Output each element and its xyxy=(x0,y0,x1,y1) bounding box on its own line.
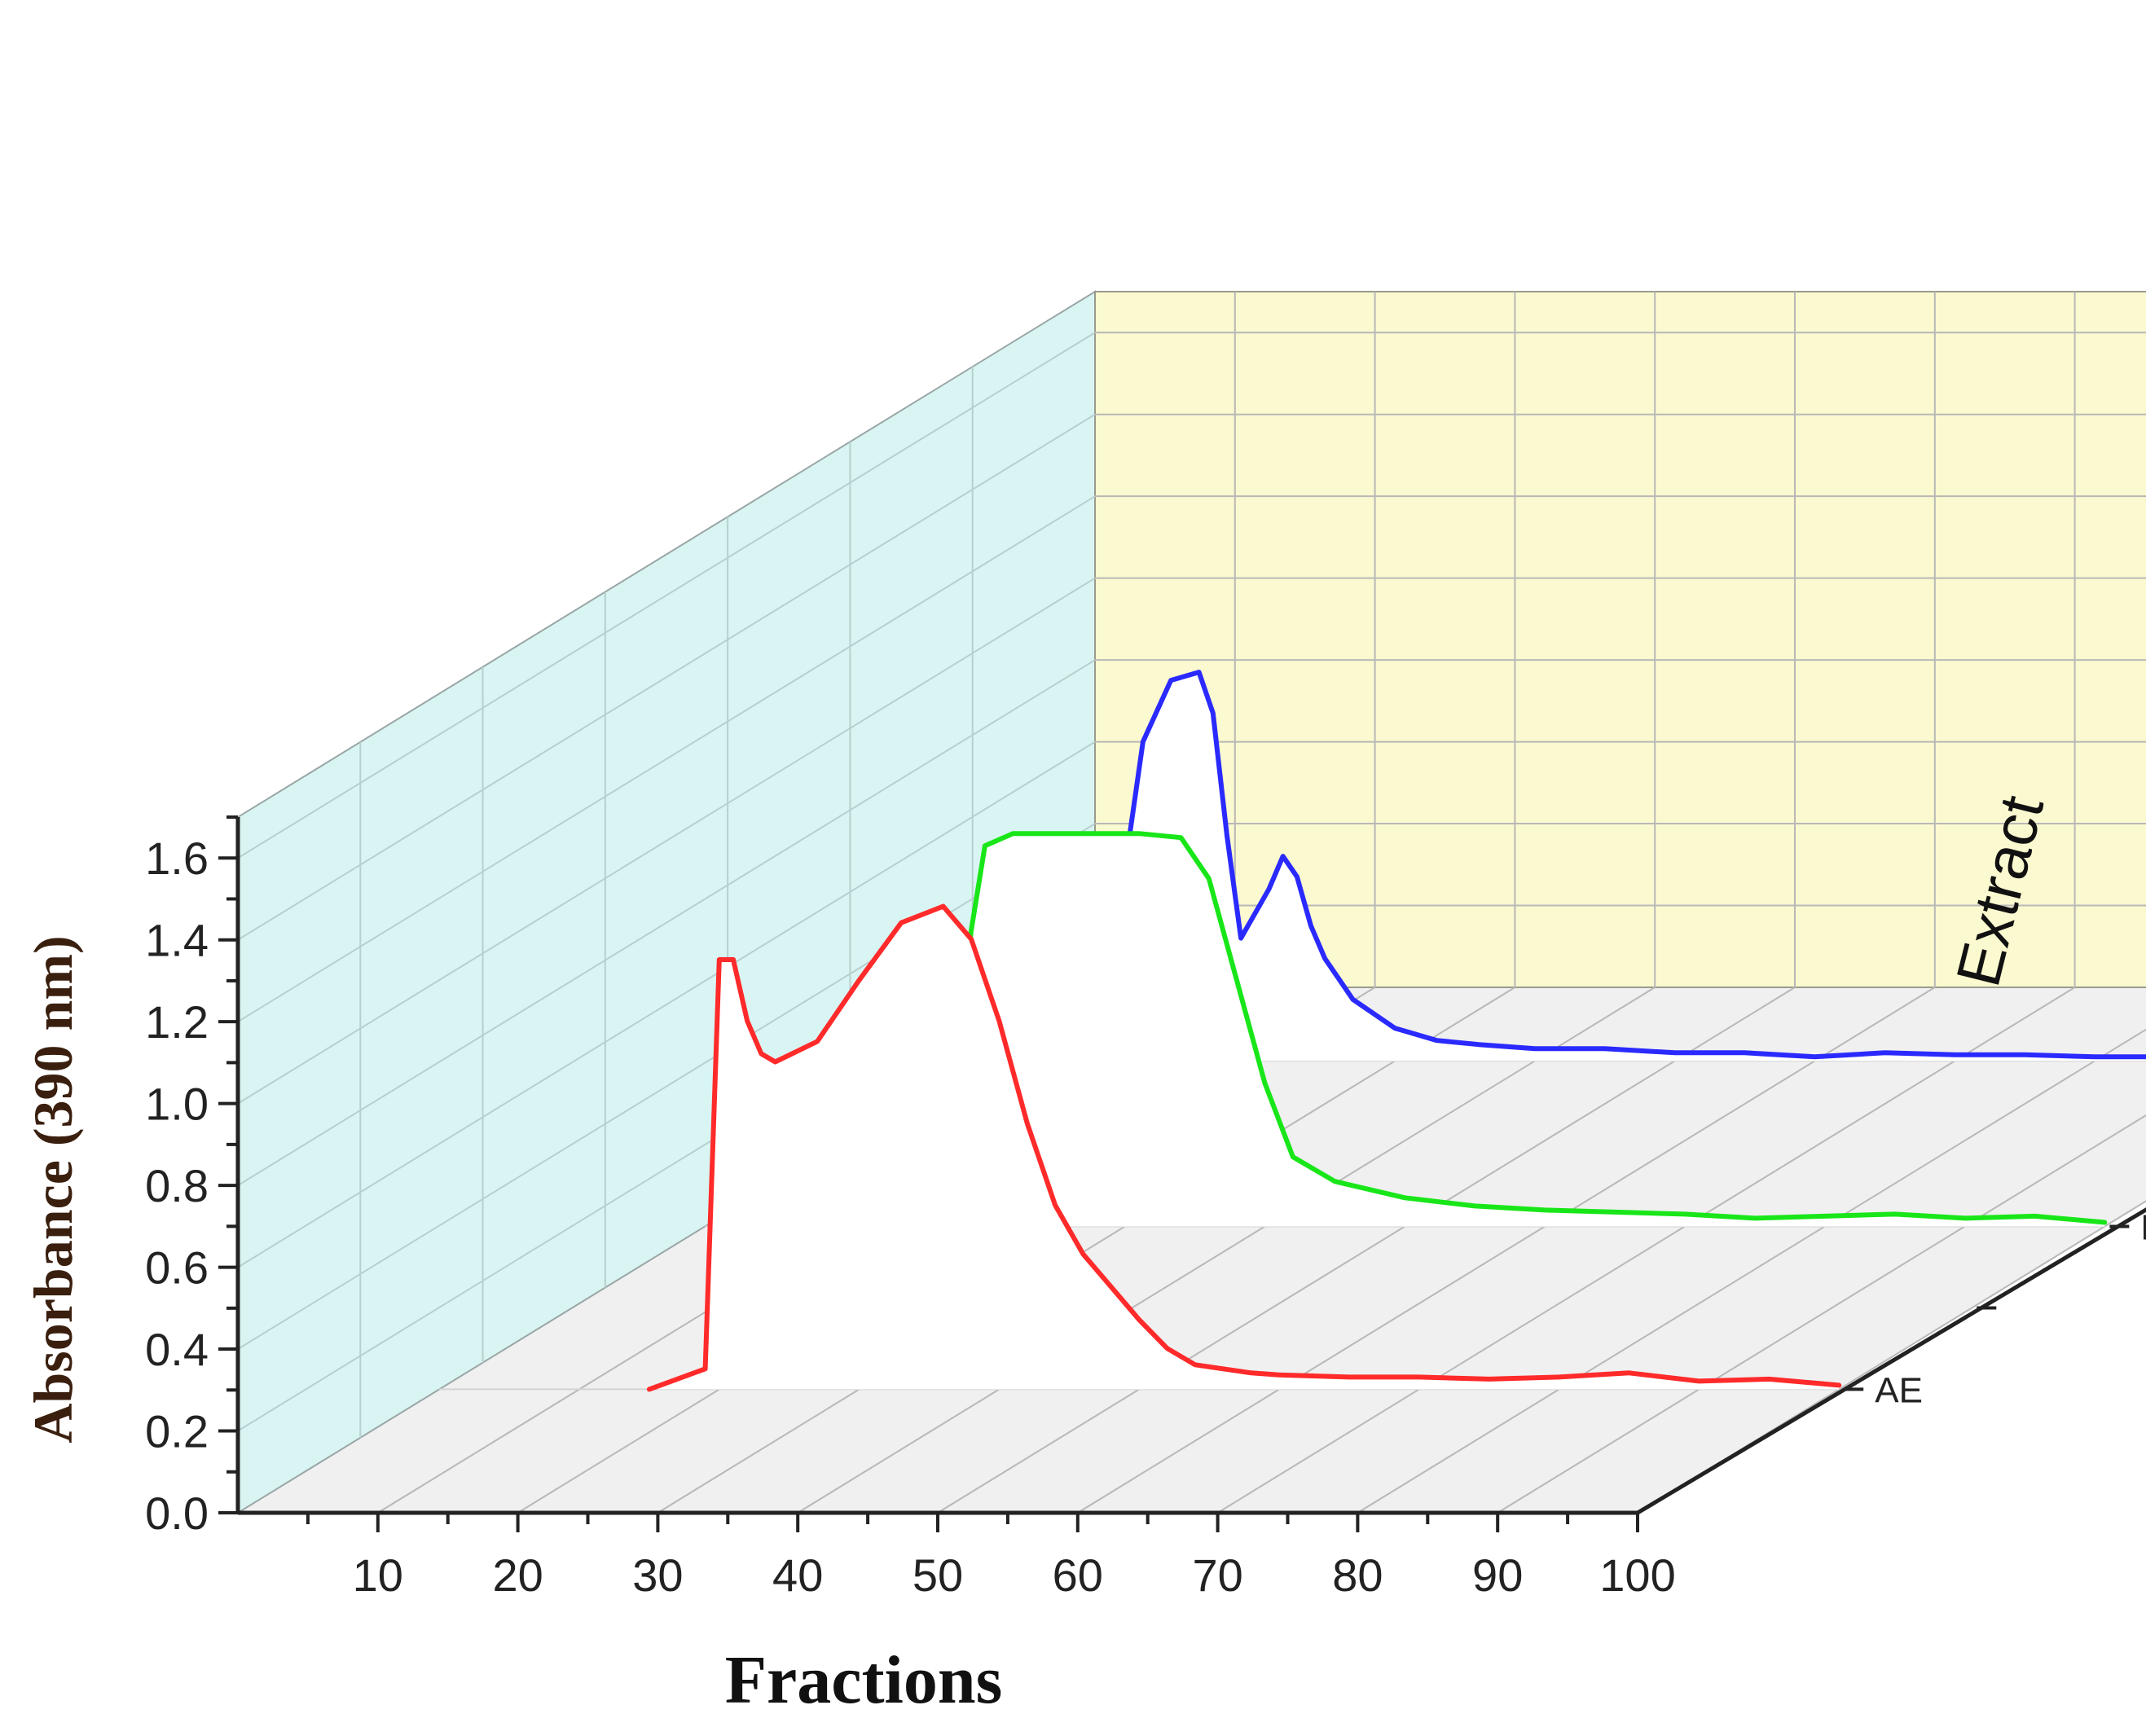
z-tick-label: ME xyxy=(2140,1207,2146,1247)
floor-grid-x xyxy=(1497,1114,2146,1514)
floor-grid-x xyxy=(657,987,1515,1514)
x-tick-label: 90 xyxy=(1472,1549,1523,1601)
y-tick-label: 0.6 xyxy=(145,1242,209,1294)
y-tick-label: 1.4 xyxy=(145,915,209,966)
grid-layer xyxy=(237,292,2146,1514)
series-fill-ae xyxy=(649,906,1840,1390)
floor-grid-x xyxy=(1357,1028,2146,1514)
x-tick-label: 100 xyxy=(1599,1549,1675,1601)
x-axis-title: Fractions xyxy=(725,1642,1003,1718)
side-wall-grid-y xyxy=(237,332,1096,859)
series-fill-me xyxy=(775,833,2105,1227)
x-tick-label: 20 xyxy=(492,1549,543,1601)
floor-grid-x xyxy=(1077,987,1936,1514)
z-tick-label: AE xyxy=(1875,1370,1923,1410)
floor-grid-x xyxy=(1217,987,2076,1514)
y-tick-label: 1.6 xyxy=(145,833,209,884)
series-line-ae xyxy=(646,903,1842,1392)
axes-layer xyxy=(218,815,2146,1532)
floor-grid-x xyxy=(937,987,1796,1514)
x-tick-label: 70 xyxy=(1192,1549,1242,1601)
floor-grid-x xyxy=(797,987,1656,1514)
z-axis-line xyxy=(1636,1207,2146,1515)
side-wall-grid-y xyxy=(237,413,1096,941)
side-wall-grid-y xyxy=(237,577,1096,1105)
side-wall-grid-y xyxy=(237,659,1096,1186)
x-tick-label: 40 xyxy=(772,1549,823,1601)
side-wall-grid-y xyxy=(237,823,1096,1350)
x-tick-label: 50 xyxy=(912,1549,963,1601)
x-tick-label: 30 xyxy=(632,1549,683,1601)
x-tick-label: 80 xyxy=(1332,1549,1383,1601)
y-tick-label: 1.2 xyxy=(145,996,209,1048)
floor-grid-x xyxy=(1637,1200,2146,1514)
series-layer xyxy=(646,670,2146,1392)
x-tick-label: 60 xyxy=(1053,1549,1103,1601)
x-tick-label: 10 xyxy=(353,1549,403,1601)
side-wall-grid-y xyxy=(237,495,1096,1023)
side-wall-grid-y xyxy=(237,741,1096,1268)
y-tick-label: 0.4 xyxy=(145,1324,209,1375)
y-tick-label: 0.8 xyxy=(145,1160,209,1211)
y-tick-label: 0.2 xyxy=(145,1406,209,1457)
y-tick-label: 0.0 xyxy=(145,1488,209,1539)
labels-layer: 10 20 30 40 50 60 70 80 90 100 0.0 0.2 0.4 0.6 0.8 1.0 1… xyxy=(145,833,2146,1601)
y-axis-title: Absorbance (390 nm) xyxy=(22,935,84,1443)
back-wall xyxy=(1094,291,2146,988)
series-line-ee xyxy=(1084,670,2146,1064)
y-tick-label: 1.0 xyxy=(145,1079,209,1130)
